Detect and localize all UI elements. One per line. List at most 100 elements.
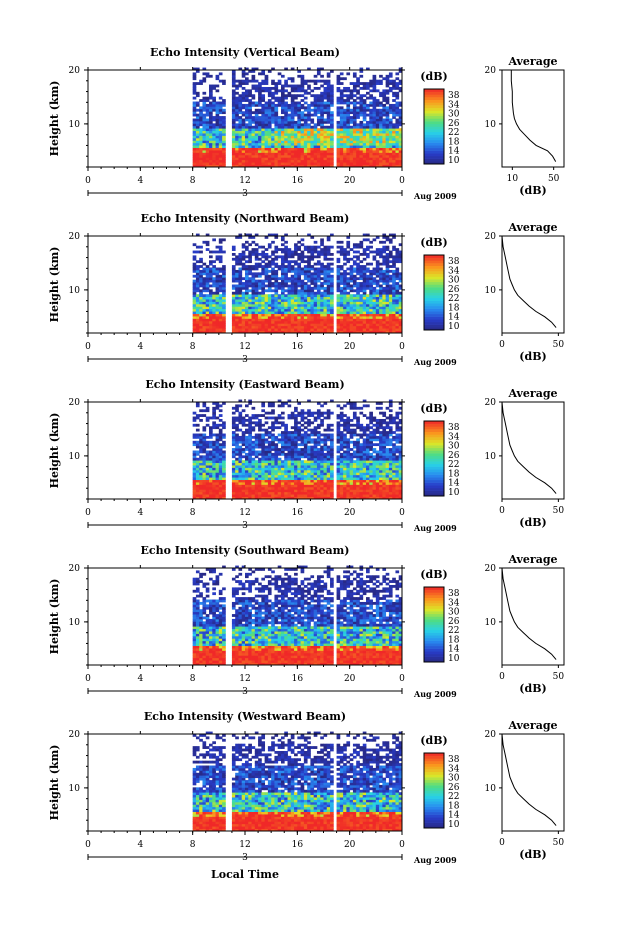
heatmap-cell <box>297 74 301 78</box>
heatmap-cell <box>199 448 203 451</box>
heatmap-cell <box>330 154 334 158</box>
heatmap-cell <box>352 277 357 281</box>
heatmap-cell <box>264 272 269 276</box>
heatmap-cell <box>280 91 285 95</box>
heatmap-cell <box>356 106 360 110</box>
heatmap-cell <box>297 296 301 300</box>
heatmap-cell <box>284 79 288 83</box>
heatmap-cell <box>323 159 328 163</box>
heatmap-cell <box>195 282 200 285</box>
heatmap-cell <box>195 267 200 271</box>
heatmap-cell <box>218 316 223 319</box>
heatmap-cell <box>303 116 308 119</box>
heatmap-cell <box>199 150 203 153</box>
heatmap-cell <box>375 111 380 115</box>
heatmap-cell <box>195 477 200 481</box>
heatmap-cell <box>209 74 213 78</box>
heatmap-cell <box>254 433 259 437</box>
heatmap-cell <box>343 291 347 295</box>
heatmap-cell <box>258 245 262 249</box>
heatmap-cell <box>192 111 197 115</box>
heatmap-cell <box>310 277 315 281</box>
heatmap-cell <box>385 118 390 122</box>
heatmap-cell <box>215 267 220 271</box>
x-tick-label: 8 <box>190 176 196 186</box>
heatmap-cell <box>356 303 360 307</box>
heatmap-cell <box>395 248 400 251</box>
heatmap-cell <box>313 123 318 127</box>
heatmap-cell <box>313 296 318 300</box>
heatmap-cell <box>248 128 252 132</box>
heatmap-cell <box>366 106 370 110</box>
heatmap-cell <box>382 303 387 307</box>
heatmap-cell <box>199 79 203 83</box>
heatmap-cell <box>264 111 269 115</box>
heatmap-cell <box>261 448 266 451</box>
heatmap-cell <box>294 308 298 312</box>
colorbar-swatch <box>424 155 444 159</box>
heatmap-cell <box>241 323 246 327</box>
heatmap-cell <box>346 108 351 112</box>
heatmap-cell <box>238 448 243 451</box>
heatmap-cell <box>199 137 203 141</box>
heatmap-cell <box>280 325 285 329</box>
heatmap-cell <box>294 154 298 158</box>
heatmap-cell <box>323 157 328 161</box>
heatmap-cell <box>192 313 197 317</box>
heatmap-cell <box>209 462 213 466</box>
heatmap-cell <box>349 316 354 319</box>
heatmap-cell <box>241 316 246 319</box>
heatmap-cell <box>346 316 351 319</box>
heatmap-cell <box>231 496 236 500</box>
heatmap-cell <box>379 91 383 95</box>
heatmap-cell <box>362 267 367 271</box>
heatmap-cell <box>277 284 282 288</box>
heatmap-cell <box>267 457 272 461</box>
heatmap-cell <box>238 486 243 490</box>
heatmap-cell <box>241 450 246 454</box>
x-tick-label: 0 <box>85 176 91 186</box>
heatmap-cell <box>290 159 295 163</box>
heatmap-cell <box>349 320 354 324</box>
heatmap-cell <box>222 282 226 285</box>
heatmap-cell <box>372 328 377 331</box>
heatmap-cell <box>385 269 390 273</box>
heatmap-cell <box>323 106 328 110</box>
heatmap-cell <box>366 252 370 256</box>
heatmap-cell <box>209 311 213 315</box>
heatmap-cell <box>248 282 252 285</box>
heatmap-cell <box>261 128 266 132</box>
heatmap-cell <box>385 137 390 141</box>
heatmap-cell <box>215 111 220 115</box>
heatmap-cell <box>323 320 328 324</box>
heatmap-cell <box>222 474 226 478</box>
heatmap-cell <box>218 296 223 300</box>
heatmap-cell <box>241 472 246 476</box>
heatmap-cell <box>339 150 344 153</box>
heatmap-cell <box>388 294 393 298</box>
heatmap-cell <box>277 467 282 471</box>
heatmap-cell <box>235 286 239 290</box>
heatmap-cell <box>369 289 373 293</box>
heatmap-cell <box>195 491 200 495</box>
heatmap-cell <box>307 316 311 319</box>
heatmap-cell <box>202 130 207 134</box>
x-tick-label: 16 <box>292 176 304 186</box>
heatmap-cell <box>238 164 243 168</box>
heatmap-cell <box>195 135 200 139</box>
heatmap-cell <box>316 99 321 102</box>
heatmap-cell <box>202 152 207 156</box>
heatmap-cell <box>388 89 393 93</box>
heatmap-cell <box>307 308 311 312</box>
heatmap-cell <box>339 308 344 312</box>
heatmap-cell <box>199 145 203 148</box>
heatmap-cell <box>356 269 360 273</box>
heatmap-cell <box>346 123 351 127</box>
heatmap-cell <box>254 252 259 256</box>
heatmap-cell <box>258 467 262 471</box>
heatmap-cell <box>330 279 334 283</box>
heatmap-cell <box>379 286 383 290</box>
heatmap-cell <box>349 159 354 163</box>
heatmap-cell <box>258 262 262 266</box>
heatmap-cell <box>303 301 308 305</box>
